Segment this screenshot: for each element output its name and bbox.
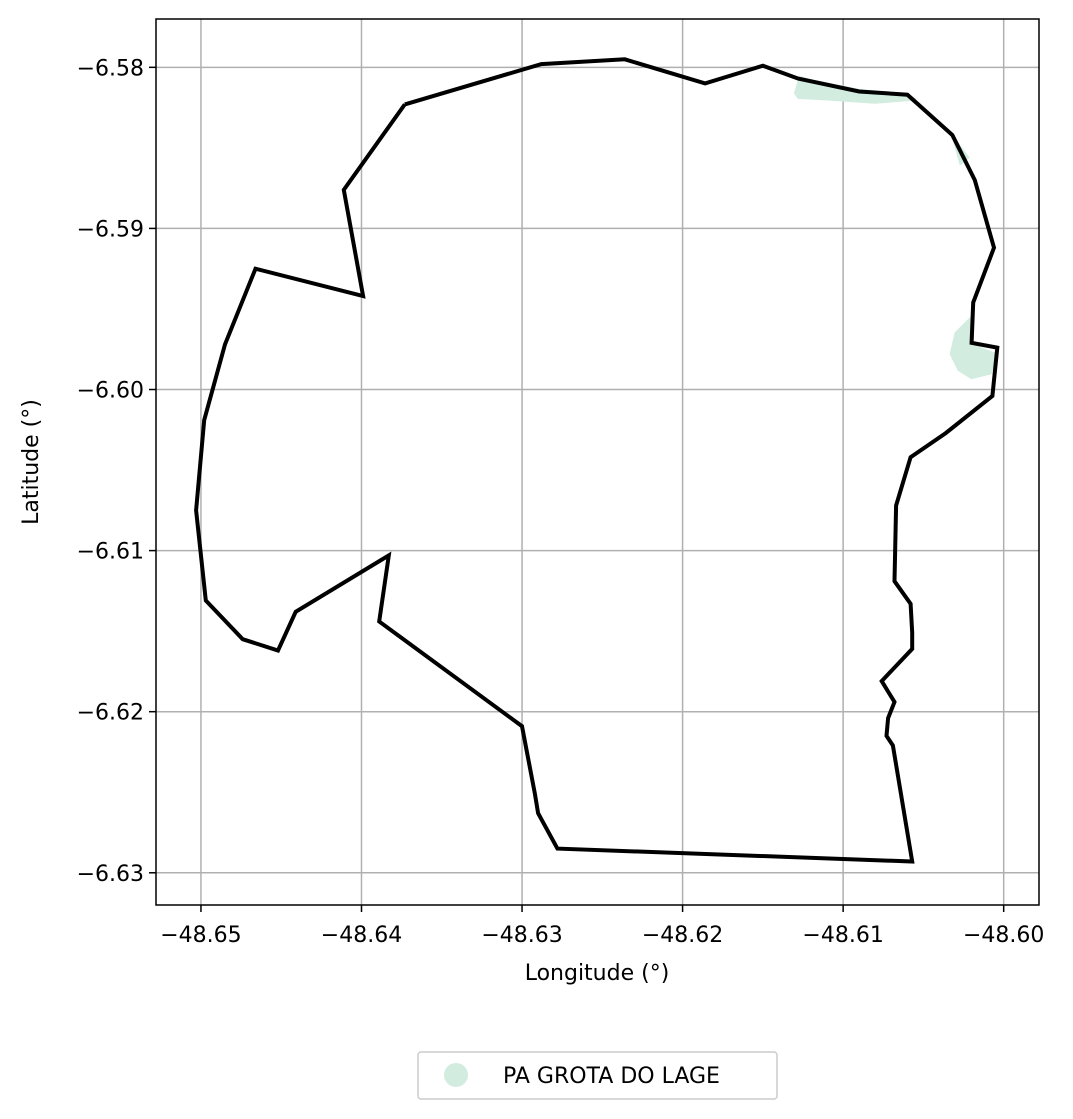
legend-swatch xyxy=(444,1063,468,1087)
x-axis-title: Longitude (°) xyxy=(525,961,670,986)
y-tick-label: −6.59 xyxy=(77,217,144,242)
x-tick-label: −48.63 xyxy=(481,923,562,948)
plot-frame xyxy=(155,18,1040,906)
x-tick-label: −48.62 xyxy=(642,923,723,948)
x-tick-label: −48.65 xyxy=(160,923,241,948)
y-tick-label: −6.62 xyxy=(77,701,144,726)
boundary-layer xyxy=(194,57,1000,864)
y-tick-label: −6.61 xyxy=(77,540,144,565)
x-axis: −48.65 −48.64 −48.63 −48.62 −48.61 −48.60 xyxy=(160,905,1044,948)
y-tick-label: −6.60 xyxy=(77,379,144,404)
y-tick-label: −6.63 xyxy=(77,862,144,887)
y-tick-label: −6.58 xyxy=(77,56,144,81)
boundary-line xyxy=(194,57,1000,864)
legend-frame xyxy=(417,1051,778,1100)
legend-label: PA GROTA DO LAGE xyxy=(503,1064,720,1089)
legend: PA GROTA DO LAGE xyxy=(417,1051,778,1100)
plot-area xyxy=(156,19,1039,905)
y-axis: −6.58 −6.59 −6.60 −6.61 −6.62 −6.63 xyxy=(77,56,156,887)
x-tick-label: −48.61 xyxy=(802,923,883,948)
x-tick-label: −48.60 xyxy=(963,923,1044,948)
y-axis-title: Latitude (°) xyxy=(19,399,44,525)
x-tick-label: −48.64 xyxy=(321,923,402,948)
